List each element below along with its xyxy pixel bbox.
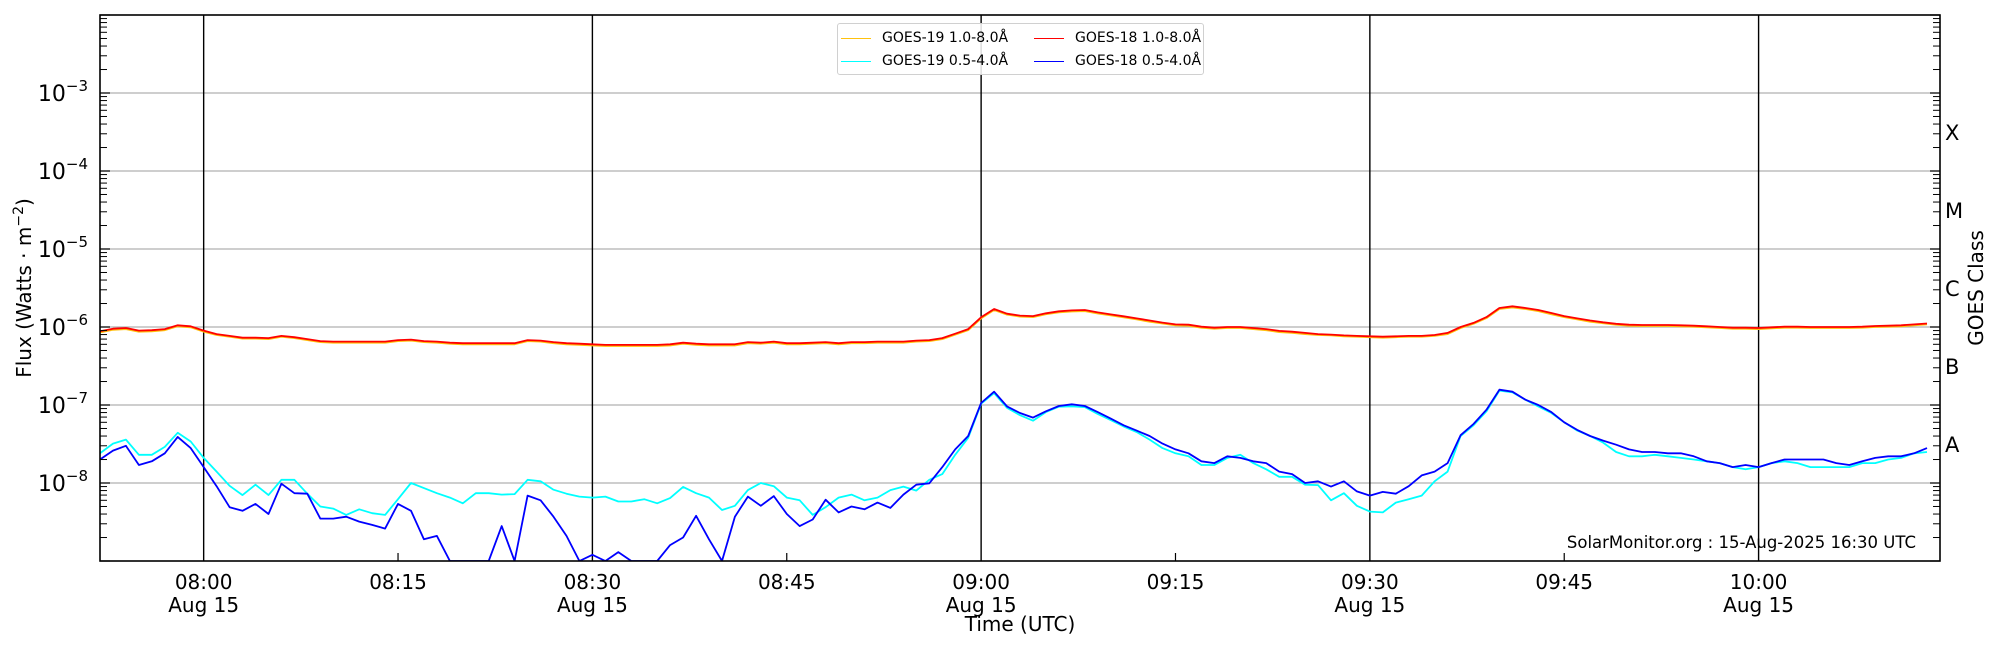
- y-tick-base: 10: [38, 472, 66, 497]
- x-tick-label: 10:00: [1730, 570, 1788, 594]
- legend-item: GOES-19 1.0-8.0Å: [841, 28, 1008, 48]
- plot-frame: [99, 14, 1941, 562]
- goes-class-labels: X M C B A: [1945, 121, 1963, 457]
- x-tick-label: 09:00: [952, 570, 1010, 594]
- x-tick-date-label: Aug 15: [946, 593, 1017, 617]
- y-axis-label-main: Flux (Watts · m: [12, 227, 36, 378]
- legend-item: GOES-18 0.5-4.0Å: [1034, 51, 1201, 71]
- series-line-3: [100, 389, 1928, 516]
- x-tick-date-label: Aug 15: [1334, 593, 1405, 617]
- legend-label: GOES-19 0.5-4.0Å: [882, 53, 1009, 69]
- y-tick-exponent: −4: [66, 155, 88, 173]
- y-axis-label-end: ): [12, 198, 36, 206]
- goes-class-label: B: [1945, 355, 1959, 379]
- y-tick-base: 10: [38, 160, 66, 185]
- goes-class-label: M: [1945, 199, 1963, 223]
- x-tick-label: 08:30: [564, 570, 622, 594]
- y-tick-label: 10−4: [38, 155, 88, 185]
- y-tick-exponent: −5: [66, 233, 88, 251]
- x-tick-date-label: Aug 15: [557, 593, 628, 617]
- x-tick-label: 08:45: [758, 570, 816, 594]
- y-tick-exponent: −7: [66, 389, 88, 407]
- y-tick-exponent: −6: [66, 311, 88, 329]
- y-tick-label: 10−6: [38, 311, 88, 341]
- x-tick-label: 09:15: [1147, 570, 1205, 594]
- legend-label: GOES-19 1.0-8.0Å: [882, 30, 1009, 46]
- legend-item: GOES-18 1.0-8.0Å: [1034, 28, 1201, 48]
- x-tick-label: 09:30: [1341, 570, 1399, 594]
- goes-class-label: X: [1945, 121, 1959, 145]
- legend-swatch: [1034, 37, 1064, 39]
- goes-class-label: A: [1945, 433, 1960, 457]
- legend-swatch: [841, 37, 871, 39]
- series-lines: [100, 305, 1928, 561]
- series-line-1: [100, 306, 1928, 347]
- y-tick-base: 10: [38, 238, 66, 263]
- major-time-lines: [202, 15, 1760, 561]
- y-tick-label: 10−5: [38, 233, 88, 263]
- legend: GOES-19 1.0-8.0Å GOES-19 0.5-4.0Å GOES-18 …: [837, 23, 1204, 75]
- y-tick-label: 10−8: [38, 467, 88, 497]
- legend-swatch: [841, 60, 871, 62]
- gridlines: [100, 92, 1940, 484]
- y-tick-label: 10−3: [38, 77, 88, 107]
- axis-ticks: [100, 14, 1940, 562]
- goes-class-label: C: [1945, 277, 1960, 301]
- y-tick-base: 10: [38, 394, 66, 419]
- series-line-4: [100, 388, 1928, 561]
- y-tick-exponent: −8: [66, 467, 88, 485]
- x-tick-label: 09:45: [1535, 570, 1593, 594]
- legend-swatch: [1034, 60, 1064, 62]
- y-tick-exponent: −3: [66, 77, 88, 95]
- x-tick-date-label: Aug 15: [1723, 593, 1794, 617]
- x-axis-label: Time (UTC): [964, 612, 1076, 636]
- x-tick-date-label: Aug 15: [168, 593, 239, 617]
- x-tick-label: 08:00: [175, 570, 233, 594]
- source-annotation: SolarMonitor.org : 15-Aug-2025 16:30 UTC: [1566, 533, 1916, 552]
- y-tick-base: 10: [38, 82, 66, 107]
- y-tick-base: 10: [38, 316, 66, 341]
- series-line-2: [100, 305, 1928, 346]
- y-axis-label-sup: −2: [11, 206, 27, 227]
- legend-label: GOES-18 1.0-8.0Å: [1075, 30, 1202, 46]
- y-tick-labels: 10−310−410−510−610−710−8: [38, 77, 88, 497]
- y-axis-label: Flux (Watts · m−2): [11, 198, 36, 378]
- y-tick-label: 10−7: [38, 389, 88, 419]
- legend-label: GOES-18 0.5-4.0Å: [1075, 53, 1202, 69]
- x-tick-label: 08:15: [369, 570, 427, 594]
- goes-class-axis-label: GOES Class: [1964, 230, 1988, 346]
- legend-item: GOES-19 0.5-4.0Å: [841, 51, 1008, 71]
